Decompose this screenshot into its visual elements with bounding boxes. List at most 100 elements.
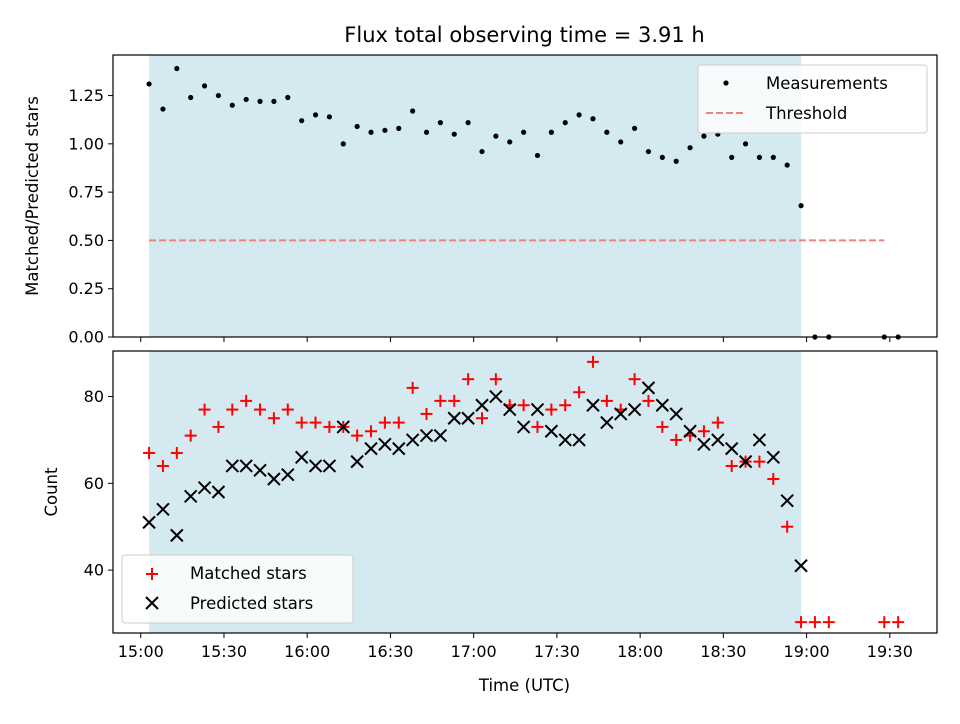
matched-star-point [392,416,405,429]
predicted-star-point [405,433,420,447]
measurement-point [631,125,638,131]
predicted-star-point [267,472,281,486]
y-tick-label: 0.00 [68,328,104,347]
matched-star-point [226,403,239,416]
predicted-star-point [780,493,794,508]
measurement-point [479,148,485,155]
matched-star-point [295,416,308,429]
measurement-point [285,94,291,101]
matched-star-point [545,403,558,416]
matched-star-point [573,386,586,399]
predicted-star-point [489,389,503,404]
predicted-star-point [724,441,739,456]
predicted-star-point [447,411,461,425]
matched-star-point [475,412,488,425]
matched-star-point [559,399,572,412]
matched-star-point [878,616,891,629]
legend-box [697,64,928,134]
measurement-point [507,139,513,145]
predicted-star-point [336,420,350,434]
matched-star-point [323,420,336,433]
matched-star-point [725,459,738,472]
x-tick-label: 18:30 [700,642,746,661]
predicted-star-point [253,463,267,478]
predicted-star-point [503,402,517,417]
predicted-star-point [614,407,628,421]
matched-star-point [600,394,613,407]
predicted-star-point [350,454,364,469]
predicted-star-point [308,459,323,473]
predicted-star-point [142,515,156,530]
measurement-point [493,133,499,139]
y-tick-label: 80 [84,387,104,406]
measurement-point [271,98,277,104]
ratio-panel: 0.00 0.25 0.50 0.75 1.00 1.25 Matched/Predict… [23,54,938,347]
measurement-point [326,114,333,120]
ratio-panel-legend: Measurements Threshold [697,64,928,134]
x-tick-label: 16:30 [367,642,413,661]
legend-box [121,554,354,624]
predicted-star-point [572,433,586,447]
matched-star-point [711,416,724,429]
measurement-point [687,145,693,151]
x-tick-label: 16:00 [284,642,330,661]
chart-title: Flux total observing time = 3.91 h [344,23,704,47]
measurement-point [201,83,208,89]
x-tick-label: 17:00 [451,642,497,661]
predicted-star-point [697,437,711,451]
matched-star-point [351,429,364,442]
measurement-point [188,94,194,101]
predicted-star-point [294,450,309,464]
y-tick-label: 60 [84,474,104,493]
measurement-point [410,108,416,114]
matched-star-point [184,429,197,442]
predicted-star-point [322,459,337,473]
ratio-panel-ylabel: Matched/Predicted stars [23,96,42,296]
predicted-star-point [544,424,559,438]
measurement-point [382,127,388,133]
measurement-point [396,125,402,131]
legend-measurements-label: Measurements [766,74,888,93]
predicted-star-point [600,415,614,430]
matched-star-point [143,446,156,459]
predicted-star-point [364,441,378,456]
predicted-star-point [766,450,781,464]
measurement-point [562,120,568,126]
matched-star-point [462,373,475,386]
predicted-star-point [558,433,572,447]
count-panel: 40 60 80 15:00 15:30 16:00 16:30 17:00 17:30 18:… [42,350,938,695]
matched-star-point [267,412,280,425]
x-tick-label: 19:00 [784,642,830,661]
predicted-star-point [669,407,683,421]
measurement-point [756,154,763,160]
matched-star-point [156,459,169,472]
predicted-star-point [225,459,240,473]
predicted-star-point [239,459,253,473]
count-panel-ylabel: Count [42,467,61,517]
predicted-star-point [419,428,434,443]
matched-star-point [767,472,780,485]
matched-star-point [822,616,835,629]
measurement-point [618,139,624,145]
legend-measurements-marker [723,80,729,86]
matched-star-point [586,355,599,368]
measurement-point [645,148,652,155]
measurement-point [798,203,804,209]
matched-star-point [378,416,391,429]
x-axis-label: Time (UTC) [478,676,570,695]
measurement-point [770,154,776,160]
matched-star-point [517,399,530,412]
predicted-star-point [183,489,198,504]
matched-star-point [420,407,433,420]
legend-predicted-marker [145,596,159,610]
measurement-point [673,158,679,164]
measurement-point [174,65,180,72]
x-tick-label: 18:00 [617,642,663,661]
measurement-point [451,131,457,137]
y-tick-label: 1.00 [68,134,104,153]
measurement-point [465,120,471,126]
measurement-point [534,152,541,159]
predicted-star-point [752,433,767,447]
measurement-point [312,112,319,118]
matched-star-point [808,616,821,629]
